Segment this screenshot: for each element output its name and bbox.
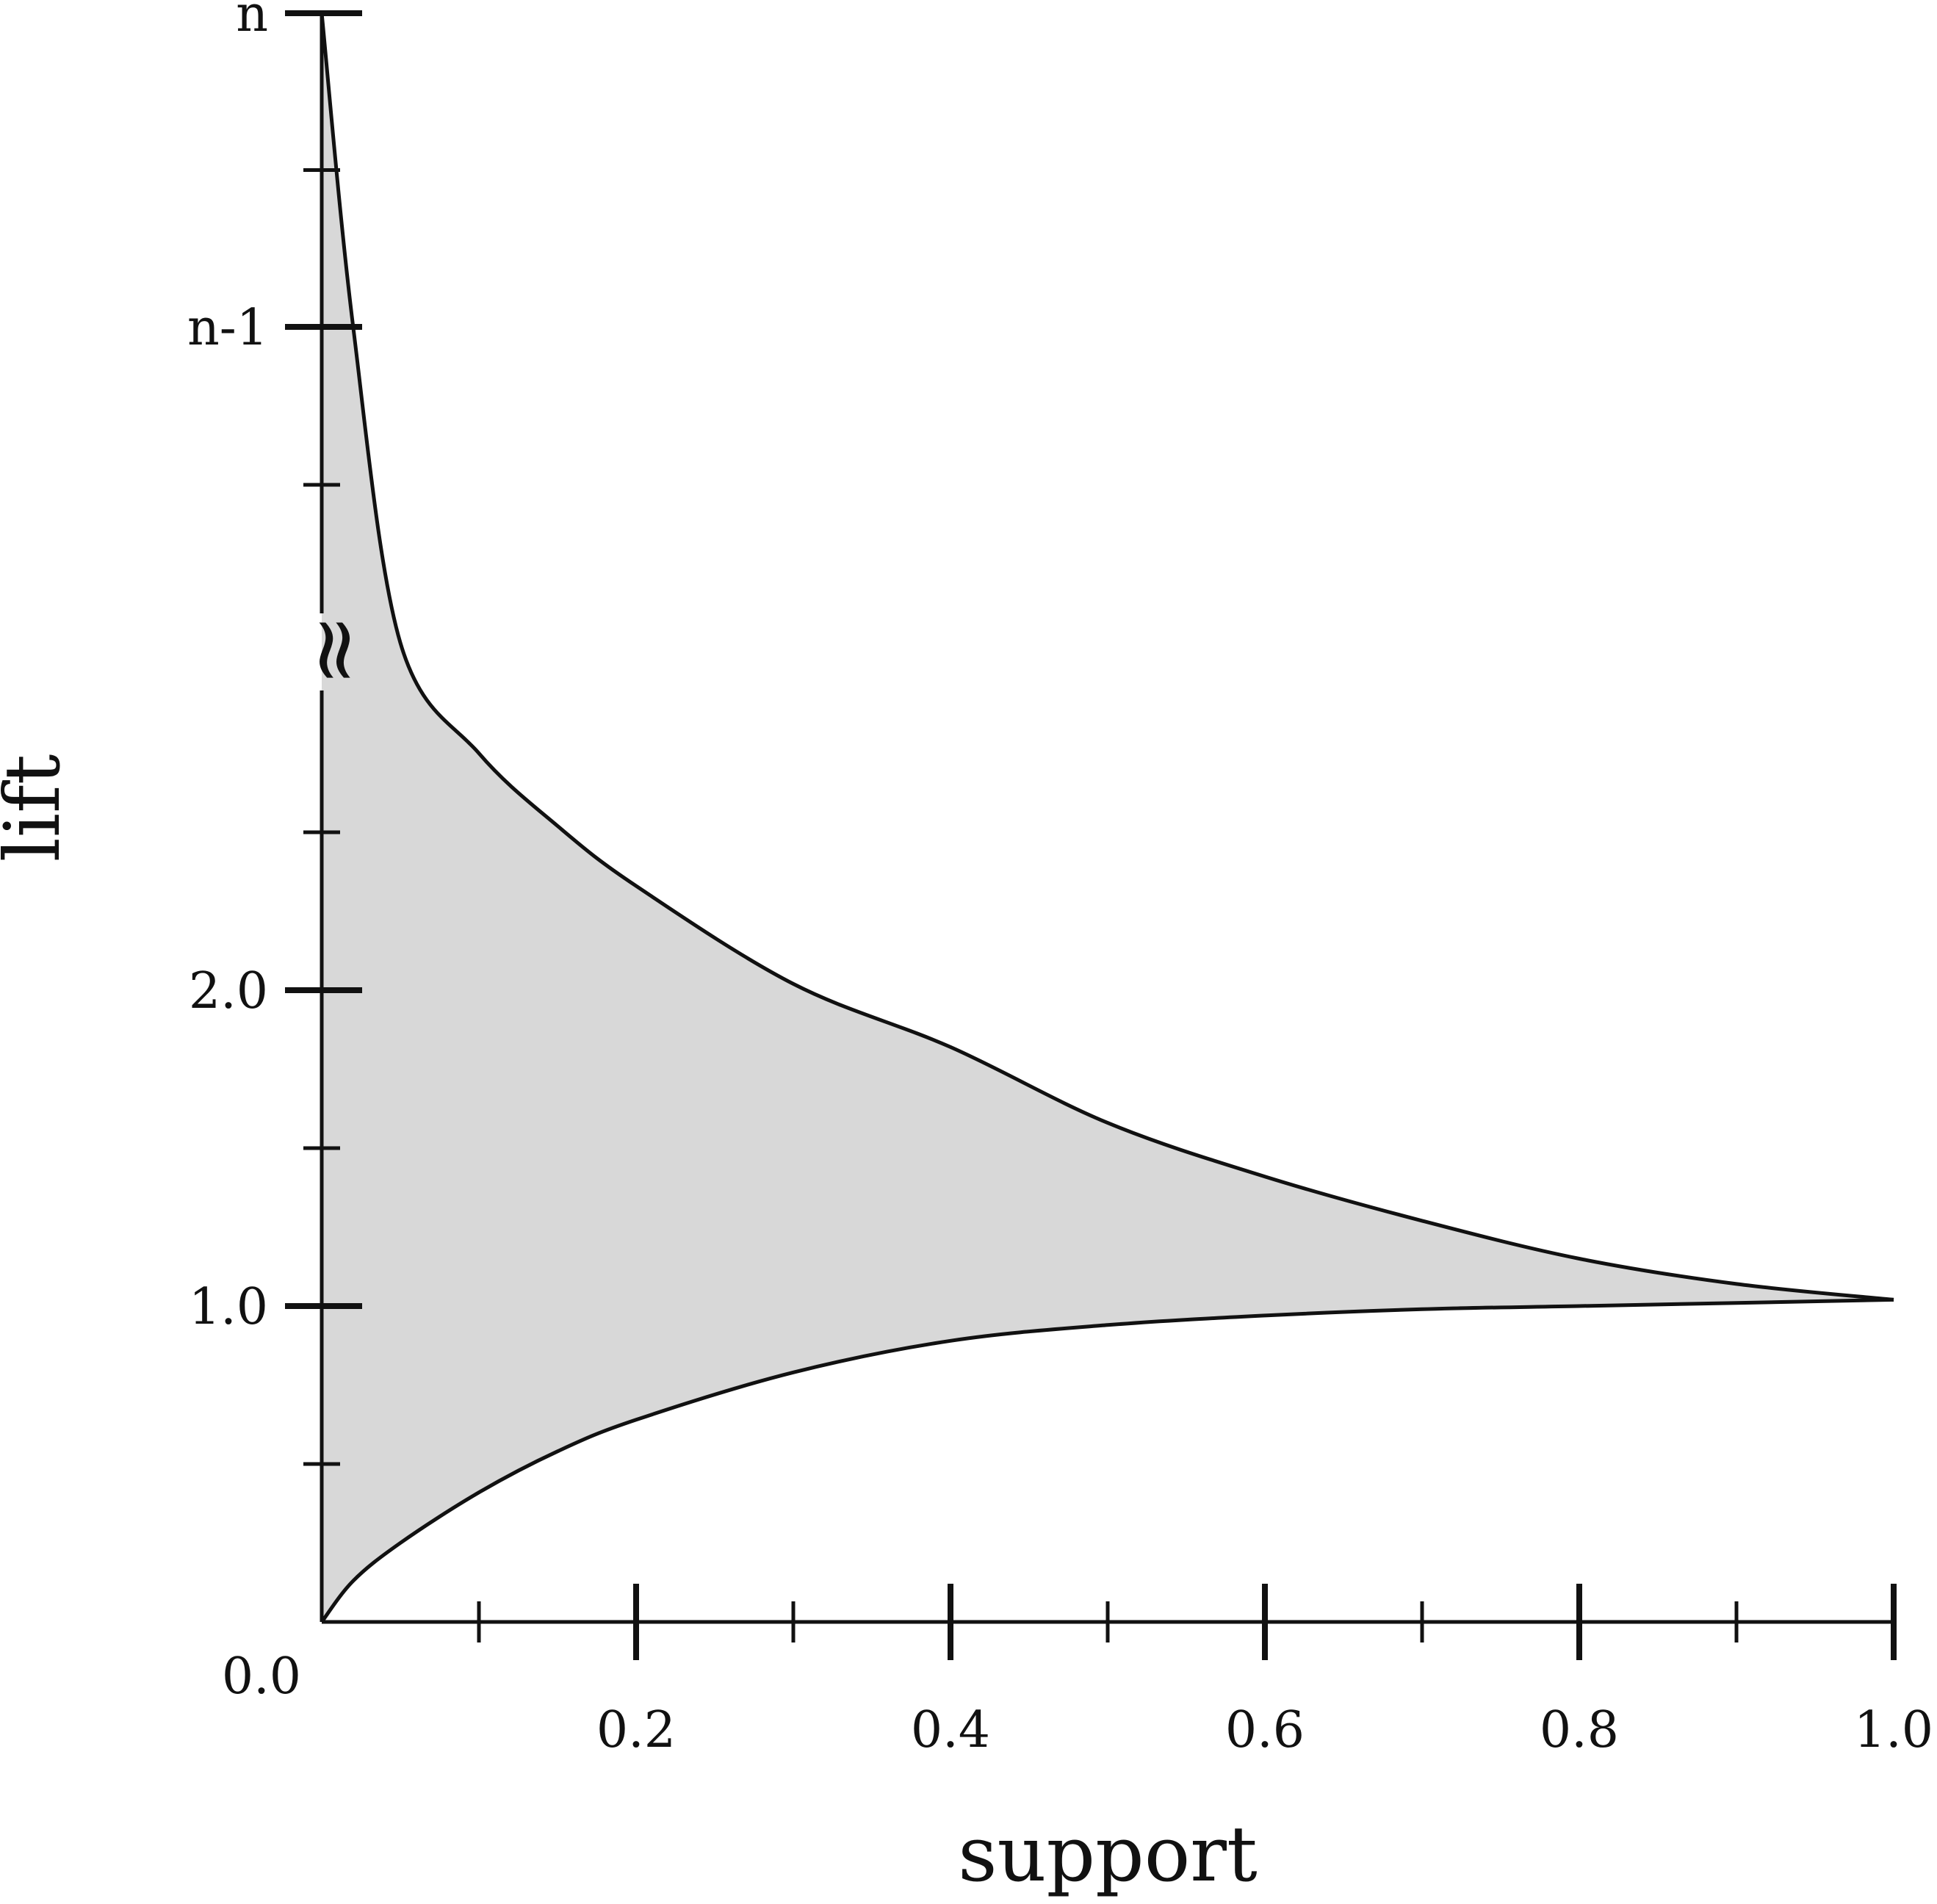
upper-bound-curve [320,12,1894,1302]
origin-tick-label: 0.0 [222,1648,301,1706]
lower-bound-curve [320,1297,1894,1623]
y-tick-label: n-1 [187,299,268,357]
x-tick-label: 0.4 [911,1701,990,1759]
bound-curves [320,12,1894,1623]
y-tick-label: 1.0 [189,1278,268,1336]
ticks [285,10,1897,1660]
region-fill [322,13,1894,1622]
x-tick-label: 0.6 [1225,1701,1305,1759]
x-tick-label: 0.8 [1540,1701,1619,1759]
y-axis-title: lift [0,754,77,862]
y-tick-label: n [236,0,268,43]
y-axis-break-symbol: ≈ [286,613,388,688]
feasible-region [322,13,1894,1622]
x-axis-title: support [958,1809,1258,1899]
y-tick-label: 2.0 [189,962,268,1020]
tick-labels: 0.0 0.2 0.4 0.6 0.8 1.0 1.0 2.0 n-1 n [187,0,1933,1759]
x-tick-label: 1.0 [1854,1701,1933,1759]
x-tick-label: 0.2 [596,1701,676,1759]
